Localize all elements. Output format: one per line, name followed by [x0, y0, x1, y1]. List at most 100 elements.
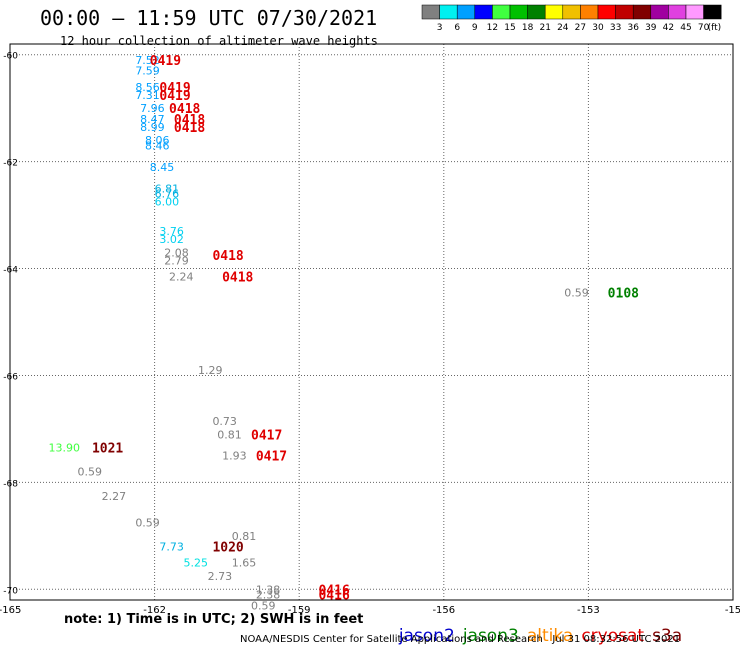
swh-value: 7.31: [135, 89, 160, 102]
swh-value: 0.59: [564, 287, 589, 300]
pass-time-label: 0418: [212, 249, 243, 264]
swh-value: 0.59: [251, 599, 276, 612]
legend-tick-label: 9: [472, 23, 478, 33]
axes: -165 -162 -159 -156 -153 -15 -60 -62 -64 -66 -68 -7…: [0, 43, 740, 616]
swh-value: 3.76: [159, 225, 184, 238]
footnote: note: 1) Time is in UTC; 2) SWH is in fe…: [64, 612, 364, 627]
legend-tick-label: 12: [487, 23, 498, 33]
legend-tick-label: 30: [592, 23, 604, 33]
swh-value: 2.27: [102, 490, 127, 503]
x-tick-label: -156: [432, 605, 455, 616]
swh-value: 8.45: [150, 161, 175, 174]
pass-time-label: 0417: [251, 428, 282, 443]
swh-value: 1.38: [256, 583, 281, 596]
y-tick-label: -62: [3, 159, 18, 169]
legend-tick-label: 21: [539, 23, 550, 33]
swh-value: 3.02: [159, 233, 184, 246]
swh-value: 5.25: [184, 557, 209, 570]
swh-value: 0.59: [77, 466, 102, 479]
pass-time-label: 0108: [608, 287, 639, 302]
legend-tick-label: 33: [610, 23, 621, 33]
data-points: 7.527.59 8.567.317.968.478.998.068.46 8.45…: [49, 54, 640, 612]
legend-swatch: [421, 4, 440, 20]
x-tick-label: -15: [725, 605, 740, 616]
swh-value: 6.00: [155, 196, 180, 209]
grid-lines: [10, 44, 733, 600]
satellite-jason3: jason3: [462, 626, 519, 646]
swh-value: 0.73: [212, 415, 237, 428]
swh-value: 1.93: [222, 450, 247, 463]
x-tick-label: -162: [143, 605, 166, 616]
pass-time-label: 0417: [256, 450, 287, 465]
legend-swatch: [632, 4, 652, 20]
legend-tick-label: 27: [575, 23, 586, 33]
swh-value: 2.24: [169, 271, 194, 284]
pass-time-label: 1020: [212, 541, 243, 556]
swh-value: 8.56: [135, 81, 160, 94]
y-tick-label: -66: [3, 372, 18, 382]
y-tick-label: -60: [3, 52, 18, 62]
satellite-s3a: s3a: [652, 626, 683, 646]
swh-value: 0.81: [232, 530, 257, 543]
legend-swatch: [492, 4, 511, 20]
legend-swatch: [597, 4, 616, 20]
satellite-jason2: jason2: [398, 626, 455, 646]
legend-tick-label: 39: [645, 23, 657, 33]
legend-swatch: [509, 4, 528, 20]
satellite-altika: altika: [526, 626, 574, 646]
y-tick-label: -68: [3, 479, 18, 489]
legend-tick-label: 15: [504, 23, 515, 33]
legend-tick-label: 70: [698, 23, 710, 33]
swh-value: 7.73: [159, 541, 184, 554]
legend-swatch: [615, 4, 634, 20]
swh-value: 2.79: [164, 255, 189, 268]
chart-title: 00:00 – 11:59 UTC 07/30/2021: [40, 6, 378, 30]
swh-value: 7.96: [140, 102, 165, 115]
swh-value: 6.76: [155, 188, 180, 201]
pass-time-label: 1021: [92, 442, 123, 457]
pass-time-label: 0419: [159, 89, 190, 104]
plot-frame: [9, 43, 734, 601]
y-tick-label: -64: [3, 266, 18, 276]
legend-swatch: [439, 4, 458, 20]
x-tick-label: -159: [288, 605, 311, 616]
pass-time-label: 0418: [222, 271, 253, 286]
swh-value: 2.73: [208, 570, 233, 583]
legend-swatch: [562, 4, 581, 20]
swh-value: 8.06: [145, 134, 170, 147]
legend-swatch: [703, 4, 722, 20]
x-tick-label: -153: [577, 605, 600, 616]
legend-swatch: [527, 4, 546, 20]
legend-tick-label: 18: [522, 23, 534, 33]
swh-value: 6.81: [155, 182, 180, 195]
legend-tick-label: 36: [627, 23, 639, 33]
pass-time-label: 0416: [318, 583, 349, 598]
legend-tick-label: 6: [454, 23, 460, 33]
chart-subtitle: 12 hour collection of altimeter wave hei…: [60, 34, 378, 48]
swh-value: 2.38: [256, 589, 281, 602]
swh-value: 13.90: [49, 442, 80, 455]
legend-tick-label: 24: [557, 23, 569, 33]
pass-time-label: 0419: [150, 54, 181, 69]
legend-swatch: [580, 4, 599, 20]
pass-time-label: 0418: [169, 102, 200, 117]
legend-tick-label: 42: [663, 23, 674, 33]
legend-swatch: [685, 4, 704, 20]
pass-time-label: 0416: [318, 589, 349, 604]
swh-value: 7.59: [135, 65, 160, 78]
legend-unit: (ft): [708, 23, 722, 33]
legend-swatch: [668, 4, 687, 20]
swh-value: 1.65: [232, 557, 257, 570]
legend-swatch: [474, 4, 493, 20]
legend-tick-label: 3: [437, 23, 443, 33]
swh-value: 2.08: [164, 247, 189, 260]
swh-value: 8.47: [140, 113, 165, 126]
pass-time-label: 0418: [174, 121, 205, 136]
pass-time-label: 0418: [174, 113, 205, 128]
color-legend: 3 6 9 12 15 18 21 24 27 30 33 36 39 42 45 70(ft): [421, 4, 722, 33]
legend-tick-label: 45: [680, 23, 691, 33]
legend-swatch: [544, 4, 564, 20]
x-tick-label: -165: [0, 605, 21, 616]
swh-value: 8.99: [140, 121, 165, 134]
